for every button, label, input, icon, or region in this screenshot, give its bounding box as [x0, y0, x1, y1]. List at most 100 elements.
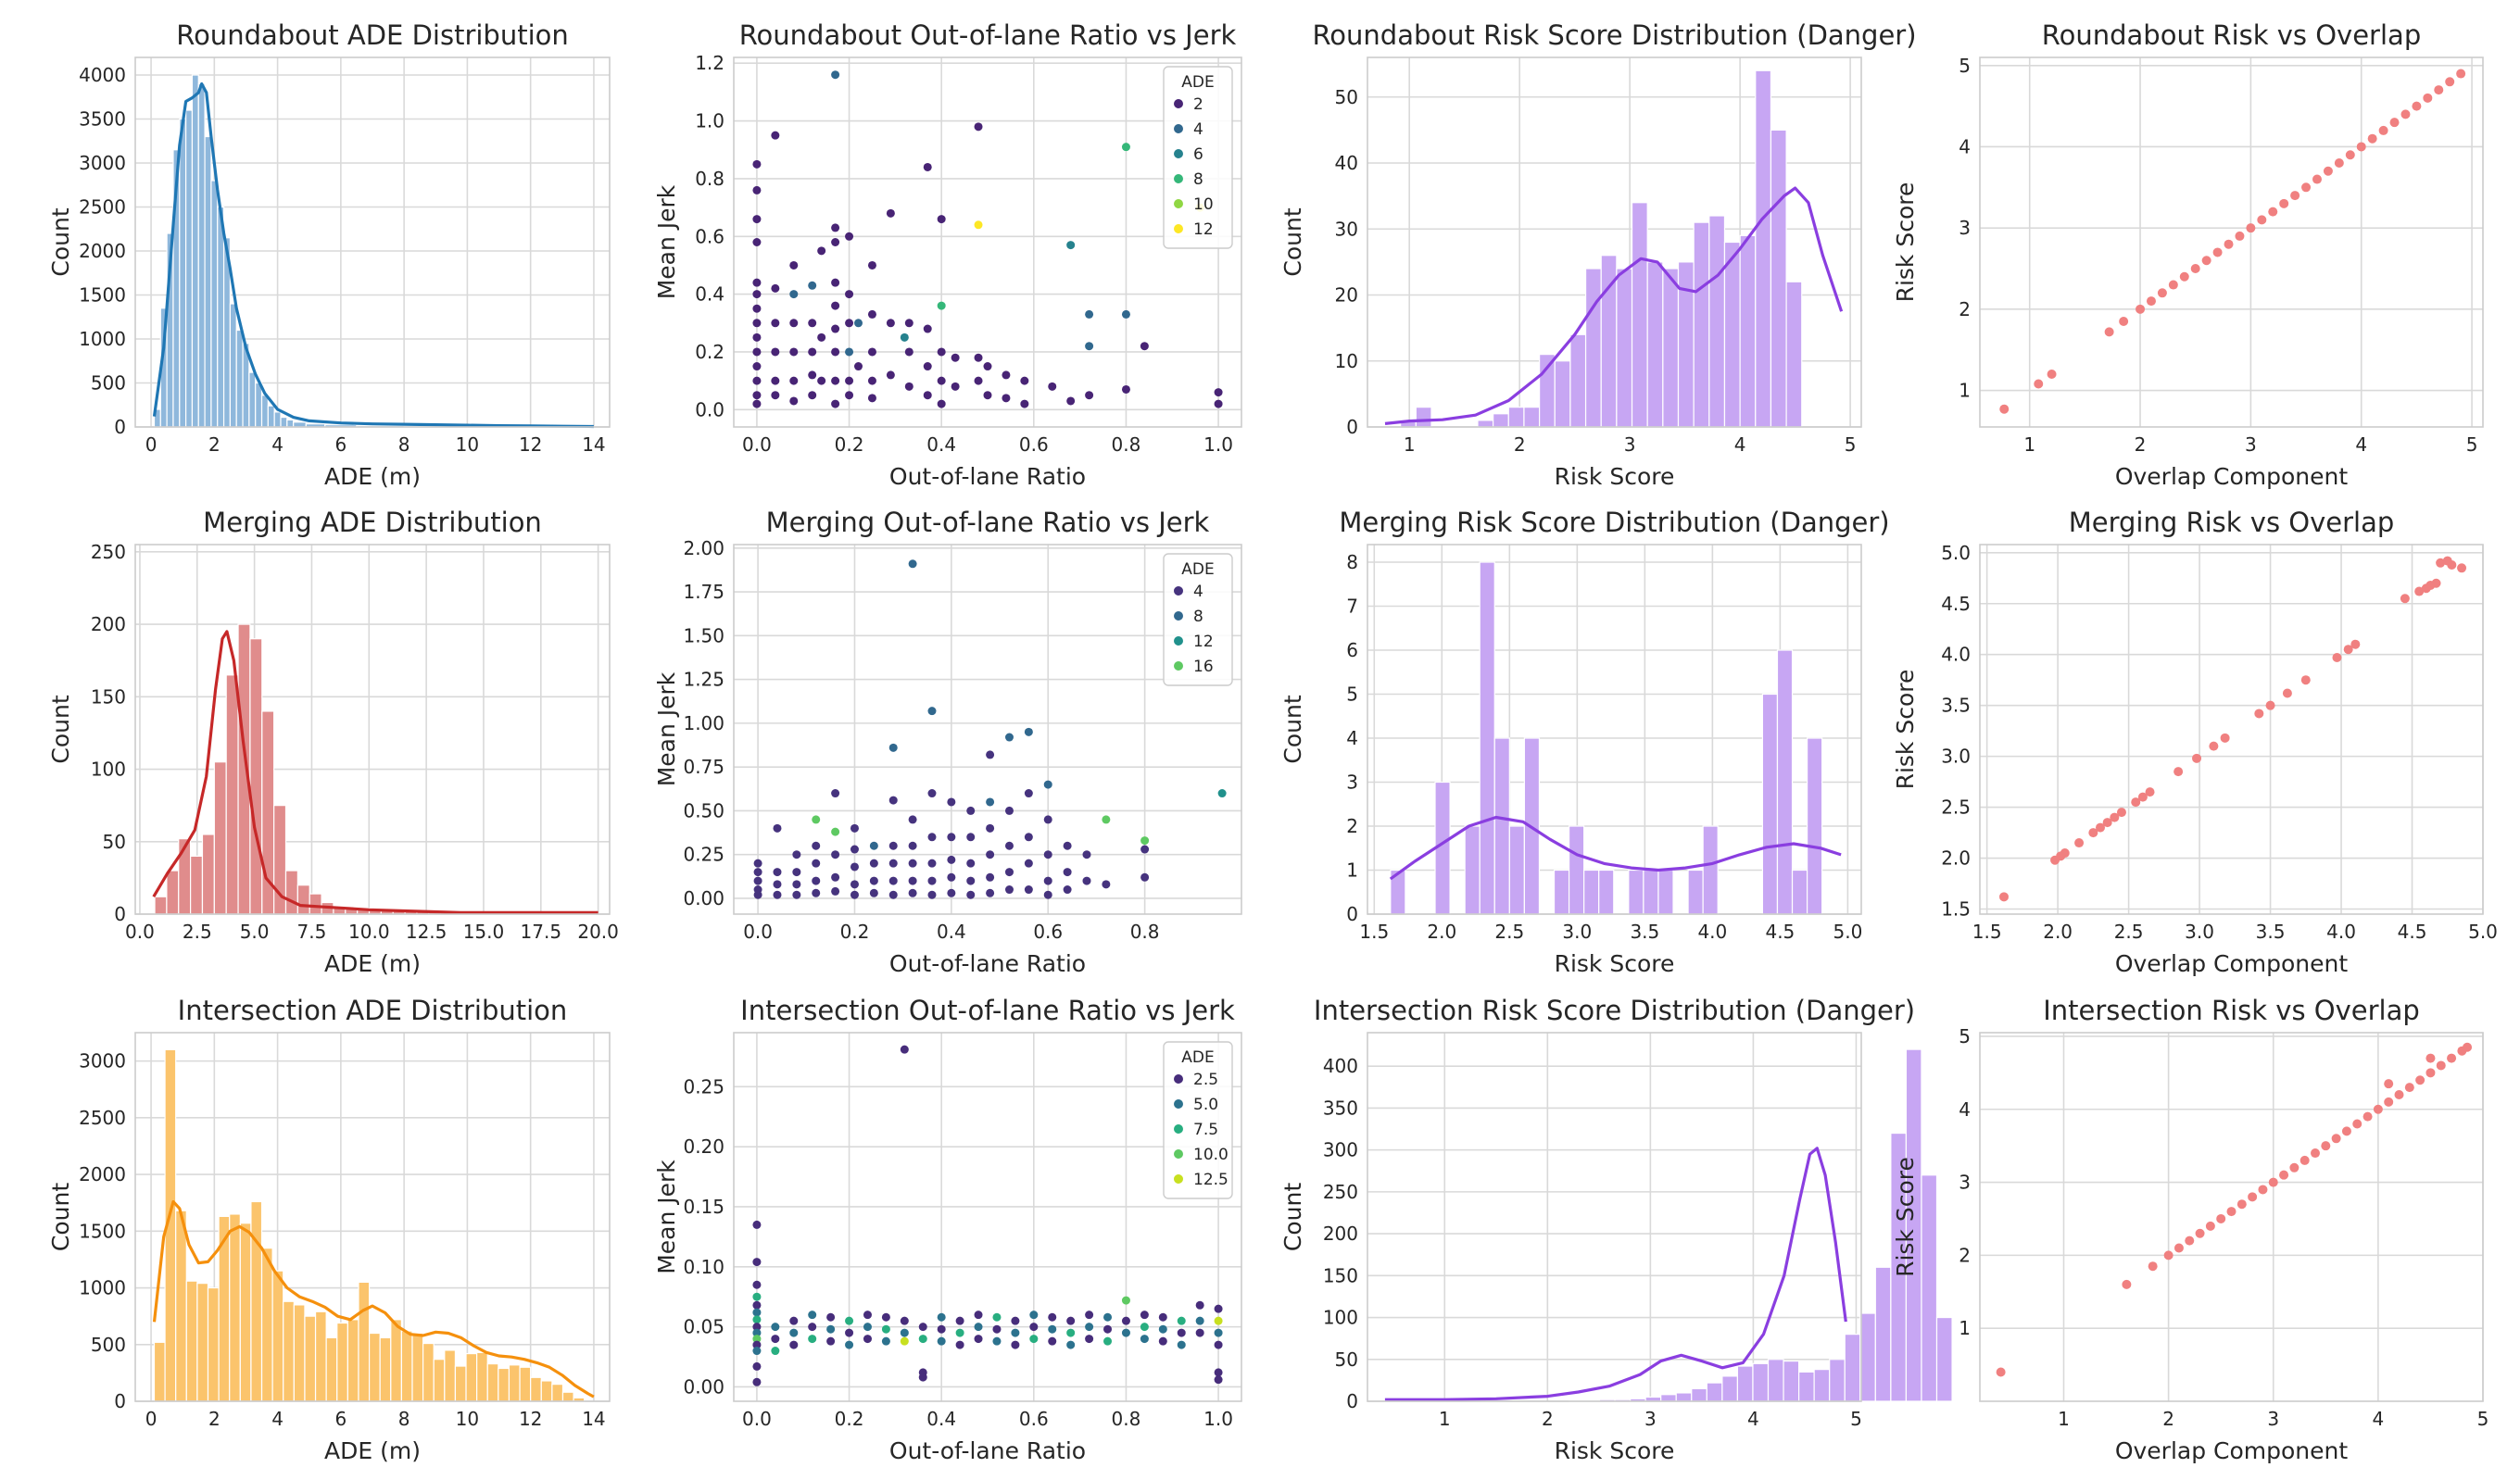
intersection-scatter-point-55 — [1011, 1316, 1020, 1325]
roundabout-scatter-xtick-label-5: 1.0 — [1203, 433, 1233, 456]
merging-overlap-point-23 — [2350, 639, 2361, 649]
roundabout-scatter-point-14 — [771, 131, 780, 140]
intersection-risk-frame — [1367, 1032, 1862, 1402]
intersection-scatter-point-59 — [1029, 1323, 1039, 1332]
roundabout-ade-xtick-label-0: 0 — [145, 433, 158, 456]
intersection-risk-bar-25 — [1767, 1359, 1784, 1402]
roundabout-scatter-point-13 — [752, 399, 762, 408]
intersection-ade-bar-9 — [250, 1200, 263, 1402]
roundabout-ade-bar-12 — [229, 303, 237, 428]
intersection-overlap-point-8 — [2216, 1213, 2226, 1223]
intersection-overlap-xtick-label-4: 5 — [2477, 1408, 2489, 1430]
roundabout-overlap-ytick-label-2: 3 — [1959, 217, 1971, 239]
intersection-scatter-point-86 — [1195, 1316, 1204, 1325]
roundabout-overlap-point-34 — [2456, 69, 2466, 79]
roundabout-ade-bar-18 — [267, 405, 275, 428]
intersection-scatter-ytick-label-0: 0.00 — [683, 1375, 724, 1398]
intersection-ade-xtick-label-4: 8 — [398, 1408, 410, 1430]
intersection-scatter-xlabel: Out-of-lane Ratio — [889, 1437, 1086, 1464]
roundabout-ade-bar-4 — [179, 118, 187, 428]
intersection-scatter-point-30 — [863, 1323, 872, 1332]
roundabout-scatter-point-76 — [974, 353, 983, 362]
roundabout-overlap-point-22 — [2323, 166, 2333, 176]
intersection-ade-xtick-label-5: 10 — [456, 1408, 479, 1430]
intersection-scatter-legend-marker-1 — [1174, 1099, 1183, 1109]
intersection-scatter-point-25 — [826, 1336, 836, 1346]
merging-scatter-point-74 — [1024, 859, 1033, 868]
intersection-overlap-point-4 — [2174, 1243, 2184, 1253]
merging-scatter-point-51 — [947, 833, 956, 842]
intersection-scatter-xtick-label-5: 1.0 — [1203, 1408, 1233, 1430]
intersection-scatter-point-89 — [1214, 1316, 1223, 1325]
intersection-ade-ytick-label-5: 2500 — [79, 1107, 126, 1129]
roundabout-scatter-point-70 — [937, 376, 946, 385]
roundabout-scatter-point-41 — [831, 376, 840, 385]
merging-scatter-legend-label-2: 12 — [1193, 633, 1214, 651]
merging-scatter-point-15 — [812, 859, 821, 868]
intersection-overlap-point-1 — [2122, 1279, 2132, 1289]
intersection-scatter-point-62 — [1048, 1324, 1057, 1334]
intersection-risk-ytick-label-2: 100 — [1323, 1307, 1358, 1329]
roundabout-ade-xtick-label-1: 2 — [208, 433, 220, 456]
merging-overlap-panel: 1.5 2.0 2.5 3.0 3.5 4.0 4.5 5.0 1.5 2.0 2.5 3.0 3.5 4… — [1892, 507, 2498, 977]
roundabout-scatter-ytick-label-4: 0.8 — [695, 168, 724, 190]
merging-scatter-ytick-label-4: 1.00 — [683, 712, 724, 734]
intersection-scatter-title: Intersection Out-of-lane Ratio vs Jerk — [740, 995, 1235, 1026]
roundabout-overlap-point-29 — [2400, 109, 2411, 119]
roundabout-scatter-xtick-label-4: 0.8 — [1112, 433, 1141, 456]
roundabout-scatter-legend-label-4: 10 — [1193, 195, 1214, 214]
intersection-ade-ytick-label-1: 500 — [91, 1334, 126, 1356]
roundabout-scatter-point-64 — [923, 324, 932, 333]
intersection-ade-frame — [134, 1032, 611, 1402]
roundabout-scatter-ytick-label-0: 0.0 — [695, 398, 724, 420]
merging-scatter-point-56 — [966, 833, 976, 842]
roundabout-scatter-ytick-label-6: 1.2 — [695, 52, 724, 74]
roundabout-ade-ytick-label-7: 3500 — [79, 108, 126, 131]
merging-scatter-point-13 — [812, 815, 821, 824]
intersection-scatter-legend-label-1: 5.0 — [1193, 1096, 1218, 1114]
roundabout-risk-bar-18 — [1662, 268, 1680, 428]
merging-risk-ytick-label-3: 3 — [1346, 771, 1358, 794]
intersection-overlap-point-9 — [2226, 1207, 2236, 1217]
roundabout-overlap-point-15 — [2246, 223, 2256, 233]
intersection-ade-bar-34 — [519, 1366, 532, 1402]
roundabout-scatter-panel: 0.0 0.2 0.4 0.6 0.8 1.0 0.0 0.2 0.4 0.6 0.8 1.0 1.2 R… — [653, 19, 1242, 490]
intersection-ade-bar-30 — [476, 1351, 488, 1402]
intersection-scatter-point-34 — [881, 1336, 890, 1346]
intersection-scatter-point-18 — [789, 1328, 799, 1337]
merging-overlap-ytick-label-6: 4.5 — [1941, 593, 1971, 615]
intersection-overlap-point-28 — [2415, 1075, 2426, 1085]
intersection-scatter-point-27 — [845, 1328, 854, 1337]
roundabout-scatter-point-69 — [937, 347, 946, 357]
intersection-scatter-point-36 — [900, 1316, 909, 1325]
merging-scatter-point-64 — [986, 872, 995, 882]
intersection-scatter-point-71 — [1103, 1324, 1113, 1334]
roundabout-scatter-point-15 — [771, 283, 780, 293]
intersection-scatter-point-68 — [1085, 1323, 1094, 1332]
roundabout-overlap-point-28 — [2389, 118, 2400, 128]
roundabout-ade-panel: 0 2 4 6 8 10 12 14 0 500 1000 1500 2000 2500 3000 3500 4… — [47, 19, 611, 490]
intersection-risk-bar-20 — [1691, 1387, 1707, 1402]
intersection-scatter-point-24 — [826, 1324, 836, 1334]
merging-risk-xtick-label-0: 1.5 — [1359, 921, 1389, 943]
roundabout-scatter-point-56 — [886, 208, 895, 218]
merging-overlap-point-22 — [2343, 645, 2353, 655]
intersection-scatter-point-19 — [789, 1340, 799, 1349]
merging-ade-xtick-label-6: 15.0 — [463, 921, 505, 943]
merging-ade-bar-4 — [201, 834, 215, 915]
roundabout-overlap-point-33 — [2445, 77, 2455, 87]
roundabout-ade-frame — [134, 56, 611, 428]
merging-overlap-point-5 — [2088, 828, 2098, 838]
merging-ade-bar-13 — [309, 893, 322, 915]
roundabout-overlap-point-24 — [2345, 150, 2355, 160]
intersection-scatter-point-75 — [1121, 1328, 1130, 1337]
intersection-ade-bar-18 — [346, 1319, 359, 1402]
merging-scatter-point-76 — [1043, 780, 1052, 789]
roundabout-risk-bar-24 — [1755, 69, 1772, 428]
merging-overlap-point-0 — [1999, 892, 2010, 902]
merging-ade-bar-1 — [166, 870, 180, 915]
intersection-scatter-legend-label-4: 12.5 — [1193, 1171, 1228, 1189]
intersection-scatter-point-63 — [1048, 1336, 1057, 1346]
merging-scatter-ytick-label-8: 2.00 — [683, 537, 724, 559]
